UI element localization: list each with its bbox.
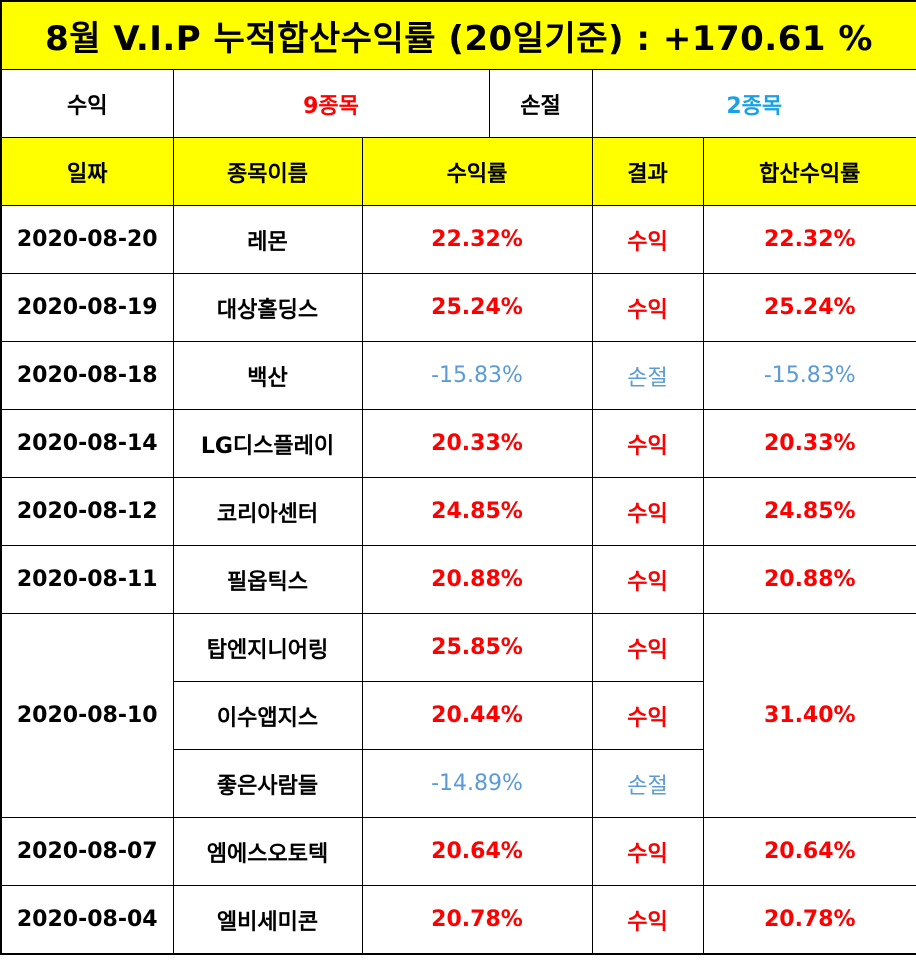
header-date: 일짜 [0,137,174,206]
profit-label: 수익 [0,69,174,138]
row-date: 2020-08-04 [0,885,174,955]
row-total: 25.24% [702,273,916,342]
table-row: 2020-08-07 엠에스오토텍 20.64% 수익 20.64% [0,817,916,886]
row-date: 2020-08-07 [0,817,174,886]
loss-count: 2종목 [591,69,916,138]
row-stock-name: 엠에스오토텍 [172,817,363,886]
row-rate: 25.24% [361,273,593,342]
row-date: 2020-08-18 [0,341,174,410]
row-stock-name: 코리아센터 [172,477,363,546]
group-total: 31.40% [702,613,916,818]
row-total: 20.33% [702,409,916,478]
row-rate: 20.78% [361,885,593,955]
table-row: 2020-08-19 대상홀딩스 25.24% 수익 25.24% [0,273,916,342]
row-total: 20.64% [702,817,916,886]
row-stock-name: 이수앱지스 [172,681,363,750]
row-stock-name: 필옵틱스 [172,545,363,614]
row-rate: 22.32% [361,205,593,274]
row-stock-name: 대상홀딩스 [172,273,363,342]
row-rate: 20.64% [361,817,593,886]
table-row: 2020-08-20 레몬 22.32% 수익 22.32% [0,205,916,274]
row-rate: 25.85% [361,613,593,682]
group-date: 2020-08-10 [0,613,174,818]
row-rate: 20.33% [361,409,593,478]
row-date: 2020-08-14 [0,409,174,478]
row-result: 수익 [591,613,704,682]
header-total: 합산수익률 [702,137,916,206]
row-rate: 20.44% [361,681,593,750]
row-date: 2020-08-19 [0,273,174,342]
row-result: 수익 [591,681,704,750]
row-rate: 24.85% [361,477,593,546]
row-stock-name: 레몬 [172,205,363,274]
header-rate: 수익률 [361,137,593,206]
loss-label: 손절 [488,69,593,138]
table-row: 2020-08-04 엘비세미콘 20.78% 수익 20.78% [0,885,916,955]
table-row: 2020-08-10 탑엔지니어링 25.85% 수익 31.40% [0,613,916,818]
row-total: 20.78% [702,885,916,955]
row-date: 2020-08-20 [0,205,174,274]
row-total: -15.83% [702,341,916,410]
table-row: 2020-08-11 필옵틱스 20.88% 수익 20.88% [0,545,916,614]
row-stock-name: 엘비세미콘 [172,885,363,955]
row-result: 수익 [591,545,704,614]
table-row: 이수앱지스 20.44% 수익 [1,681,916,750]
header-row: 일짜 종목이름 수익률 결과 합산수익률 [0,137,916,206]
row-result: 수익 [591,409,704,478]
page-title: 8월 V.I.P 누적합산수익률 (20일기준) : +170.61 % [0,0,916,70]
row-total: 20.88% [702,545,916,614]
profit-count: 9종목 [172,69,490,138]
row-total: 24.85% [702,477,916,546]
table-row: 2020-08-12 코리아센터 24.85% 수익 24.85% [0,477,916,546]
row-rate: 20.88% [361,545,593,614]
row-result: 수익 [591,273,704,342]
row-total: 22.32% [702,205,916,274]
row-result: 수익 [591,817,704,886]
header-result: 결과 [591,137,704,206]
row-result: 손절 [591,341,704,410]
row-result: 수익 [591,477,704,546]
row-rate: -14.89% [361,749,593,818]
row-rate: -15.83% [361,341,593,410]
table-row: 2020-08-14 LG디스플레이 20.33% 수익 20.33% [0,409,916,478]
row-result: 수익 [591,885,704,955]
summary-row: 수익 9종목 손절 2종목 [0,69,916,138]
row-result: 수익 [591,205,704,274]
row-stock-name: 좋은사람들 [172,749,363,818]
row-stock-name: 탑엔지니어링 [172,613,363,682]
row-date: 2020-08-12 [0,477,174,546]
header-name: 종목이름 [172,137,363,206]
row-date: 2020-08-11 [0,545,174,614]
table-row: 2020-08-18 백산 -15.83% 손절 -15.83% [0,341,916,410]
row-stock-name: LG디스플레이 [172,409,363,478]
row-stock-name: 백산 [172,341,363,410]
row-result: 손절 [591,749,704,818]
